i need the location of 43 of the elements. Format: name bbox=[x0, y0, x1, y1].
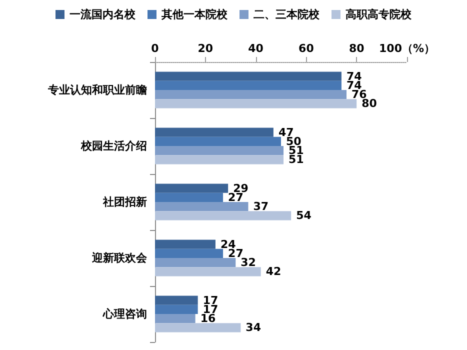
data-label: 37 bbox=[253, 200, 269, 214]
bar bbox=[155, 248, 224, 258]
bar bbox=[155, 267, 261, 276]
data-label: 51 bbox=[288, 153, 304, 166]
data-label: 80 bbox=[362, 97, 378, 110]
data-label: 42 bbox=[266, 265, 282, 278]
bar bbox=[155, 128, 274, 137]
data-label: 32 bbox=[240, 256, 256, 270]
bar bbox=[155, 211, 292, 220]
x-tick-label: 100（%） bbox=[379, 42, 435, 55]
bar bbox=[155, 90, 347, 100]
y-tick-label: 社团招新 bbox=[102, 196, 147, 208]
bar bbox=[155, 314, 196, 324]
bar bbox=[155, 99, 357, 108]
bar bbox=[155, 155, 284, 164]
bar bbox=[155, 202, 248, 212]
y-tick-label: 专业认知和职业前瞻 bbox=[47, 84, 147, 96]
bar bbox=[155, 323, 241, 332]
y-tick-label: 心理咨询 bbox=[102, 308, 147, 320]
data-label: 54 bbox=[296, 209, 312, 222]
legend-label: 一流国内名校 bbox=[70, 8, 136, 21]
bar bbox=[155, 192, 224, 202]
bar bbox=[155, 258, 236, 268]
bar bbox=[155, 80, 342, 90]
y-tick-label: 迎新联欢会 bbox=[91, 252, 148, 264]
data-label: 34 bbox=[246, 321, 262, 334]
x-tick-label: 0 bbox=[151, 42, 160, 55]
data-label: 16 bbox=[200, 312, 216, 326]
x-tick-label: 20 bbox=[198, 42, 214, 55]
y-tick-label: 校园生活介绍 bbox=[80, 140, 147, 152]
bar bbox=[155, 240, 216, 249]
bar bbox=[155, 184, 228, 193]
x-tick-label: 60 bbox=[298, 42, 314, 55]
bar bbox=[155, 72, 342, 81]
legend-label: 高职高专院校 bbox=[346, 8, 412, 21]
legend-label: 其他一本院校 bbox=[160, 8, 228, 21]
x-tick-label: 80 bbox=[348, 42, 365, 55]
bar bbox=[155, 304, 198, 314]
legend-label: 二、三本院校 bbox=[254, 8, 320, 21]
bar bbox=[155, 146, 284, 156]
bar bbox=[155, 136, 281, 146]
bar bbox=[155, 296, 198, 305]
x-tick-label: 40 bbox=[248, 42, 264, 55]
